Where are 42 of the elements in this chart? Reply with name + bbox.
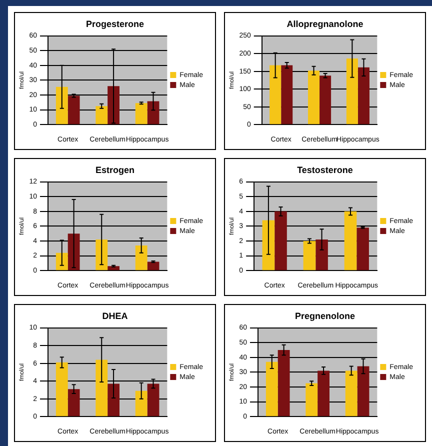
bar xyxy=(68,389,80,416)
bar xyxy=(270,65,282,124)
bar xyxy=(306,383,318,416)
bar xyxy=(68,234,80,270)
bar xyxy=(135,390,148,416)
chart-title: Estrogen xyxy=(95,164,135,175)
bar xyxy=(346,58,358,124)
chart-title: Allopregnanolone xyxy=(286,18,364,29)
bar xyxy=(308,70,320,124)
chart-title: Progesterone xyxy=(86,18,144,29)
bar xyxy=(262,220,275,270)
bar xyxy=(147,384,160,416)
bar xyxy=(108,86,120,124)
bar xyxy=(356,228,369,270)
chart-title: Pregnenolone xyxy=(294,310,356,321)
bar xyxy=(56,252,68,270)
bar xyxy=(318,370,330,416)
bar xyxy=(56,362,68,416)
bar xyxy=(316,240,328,270)
bar xyxy=(108,266,120,270)
bar xyxy=(344,211,357,270)
bar xyxy=(274,211,287,270)
bar xyxy=(56,86,68,124)
bar xyxy=(96,106,108,124)
bar xyxy=(357,366,370,416)
bar xyxy=(358,67,370,124)
chart-title: DHEA xyxy=(102,310,128,321)
bar xyxy=(281,65,293,124)
bar xyxy=(135,245,148,270)
bar xyxy=(147,101,160,124)
chart-title: Testosterone xyxy=(297,164,353,175)
bar xyxy=(108,384,120,416)
bar xyxy=(266,362,278,416)
bar xyxy=(68,96,80,124)
bar xyxy=(96,240,108,270)
bar xyxy=(135,103,148,124)
bar xyxy=(147,262,160,270)
bar xyxy=(96,360,108,416)
bar xyxy=(278,350,290,416)
bar xyxy=(303,241,316,270)
bar xyxy=(320,76,332,124)
bar xyxy=(345,370,358,416)
